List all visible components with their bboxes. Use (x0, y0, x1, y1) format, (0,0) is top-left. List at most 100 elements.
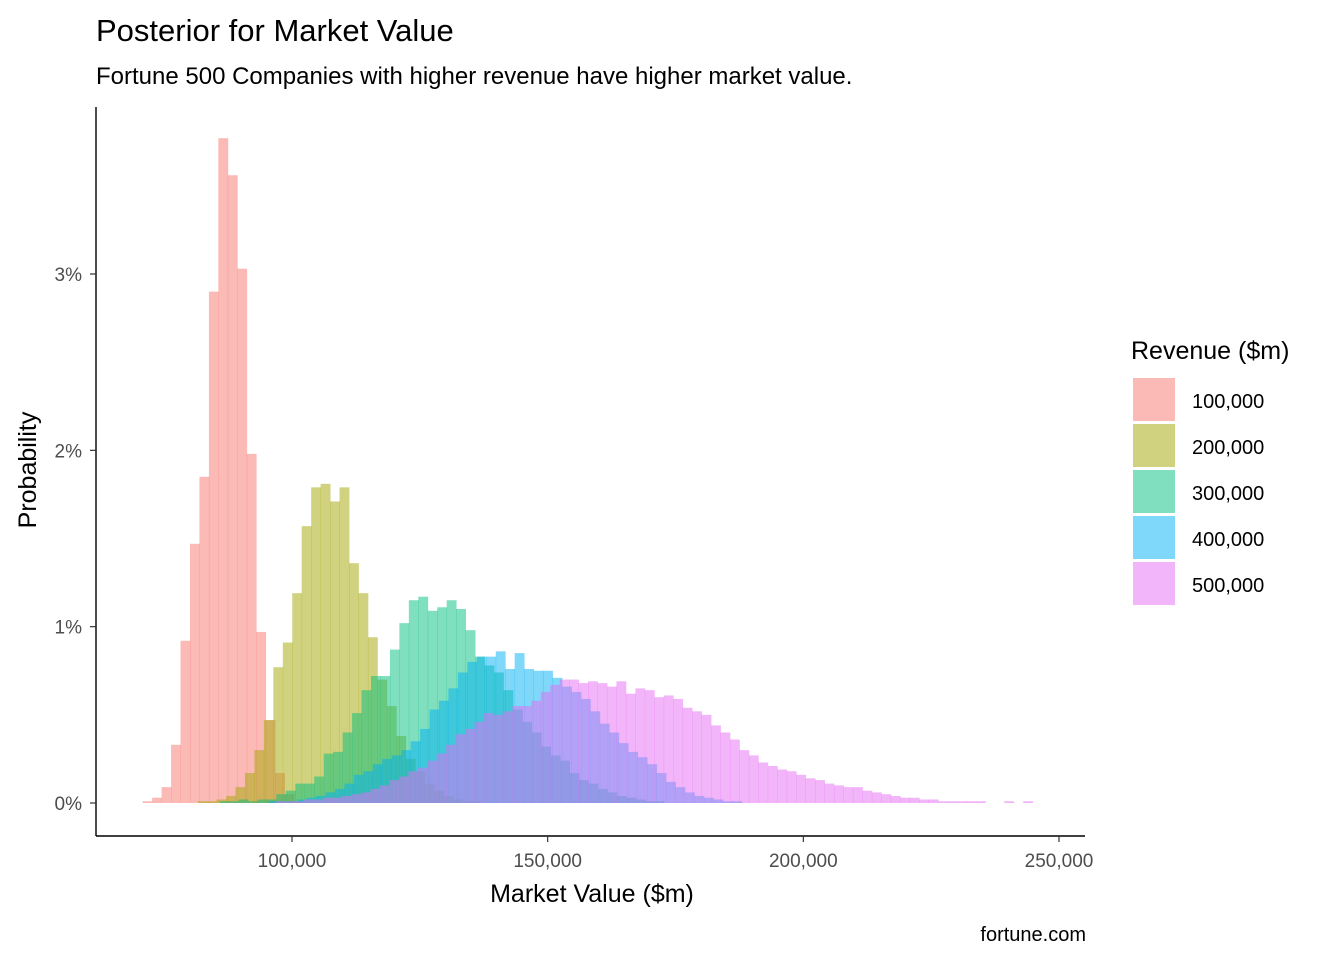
histogram-bar (389, 649, 400, 803)
histogram-bar (323, 797, 334, 803)
histogram-bar (1023, 801, 1034, 803)
histogram-bar (226, 795, 236, 803)
histogram-bar (616, 681, 627, 803)
histogram-bar (199, 476, 210, 803)
histogram-bar (352, 713, 362, 803)
histogram-bar (493, 714, 504, 803)
histogram-bar (229, 801, 239, 803)
histogram-bar (325, 792, 336, 803)
histogram-bar (597, 683, 608, 803)
histogram-bar (956, 801, 967, 803)
histogram-bar (361, 690, 372, 803)
histogram-bar (246, 453, 257, 803)
histogram-bar (975, 801, 986, 803)
histogram-bar (238, 799, 249, 803)
histogram-bar (635, 688, 646, 803)
histogram-bar (429, 709, 440, 803)
y-tick-label: 0% (55, 794, 83, 815)
histogram-bar (815, 780, 825, 803)
histogram-bar (947, 801, 958, 803)
caption: fortune.com (980, 924, 1086, 946)
histogram-bar (380, 676, 391, 803)
histogram-bar (304, 783, 315, 803)
histogram-bar (297, 799, 307, 803)
x-axis-ticks: 100,000 150,000 200,000 250,000 (258, 836, 1093, 872)
histogram-bar (282, 642, 293, 803)
legend-key-label: 400,000 (1192, 529, 1264, 551)
histogram-bar (389, 780, 400, 803)
histogram-bar (353, 774, 364, 803)
histogram-bar (663, 695, 674, 803)
histogram-bar (777, 769, 788, 803)
histogram-bar (382, 758, 393, 803)
legend-key-label: 500,000 (1192, 575, 1264, 597)
histogram-bar (673, 698, 684, 803)
histogram-bar (417, 767, 428, 803)
histogram-bar (142, 801, 153, 803)
histogram-bar (257, 799, 268, 803)
histogram-bar (559, 679, 570, 803)
histogram-bar (928, 799, 939, 803)
histogram-bar (862, 790, 873, 803)
histogram-bar (372, 764, 383, 803)
histogram-bar (758, 762, 769, 803)
histogram-bar (408, 600, 419, 803)
legend-key-swatch (1133, 470, 1175, 513)
histogram-bar (446, 744, 457, 803)
histogram-bar (465, 728, 475, 803)
histogram-bar (311, 487, 322, 803)
y-tick-label: 1% (55, 618, 83, 639)
histogram-bar (330, 501, 340, 803)
histogram-bar (379, 785, 390, 803)
histogram-bar (292, 593, 303, 803)
histogram-bar (161, 787, 172, 803)
histogram-bar (218, 138, 229, 804)
histogram-bar (339, 487, 350, 803)
legend-key-label: 100,000 (1192, 391, 1264, 413)
histogram-bar (216, 799, 227, 803)
series-500000-bars (275, 679, 1034, 803)
legend-key-swatch (1133, 424, 1175, 467)
histogram-bar (427, 610, 438, 803)
histogram-bar (285, 790, 296, 803)
histogram-bar (235, 787, 246, 803)
histogram-bar (455, 734, 466, 803)
histogram-bar (237, 268, 248, 804)
histogram-bar (301, 526, 312, 803)
histogram-bar (796, 774, 807, 803)
histogram-bar (275, 801, 286, 803)
histogram-bar (474, 721, 485, 803)
histogram-bar (512, 706, 523, 803)
histogram-bar (266, 799, 277, 803)
histogram-bar (295, 783, 306, 803)
histogram-bar (711, 725, 721, 803)
histogram-bar (682, 707, 693, 803)
histogram-bar (531, 700, 542, 803)
histogram-bar (171, 744, 181, 803)
histogram-bar (320, 483, 331, 803)
histogram-bar (273, 667, 284, 803)
legend-key-label: 300,000 (1192, 483, 1264, 505)
histogram-bar (692, 711, 702, 803)
histogram-bar (332, 797, 343, 803)
histogram-bar (739, 750, 750, 803)
histogram-bar (248, 801, 258, 803)
histogram-bar (919, 799, 930, 803)
histogram-bar (180, 640, 191, 803)
histogram-bar (852, 787, 863, 803)
histogram-bar (720, 732, 731, 803)
histogram-bar (323, 753, 334, 803)
histogram-bar (786, 771, 797, 803)
histogram-bar (578, 683, 589, 803)
x-tick-label: 200,000 (769, 851, 838, 872)
histogram-bar (227, 175, 238, 803)
histogram-bar (439, 700, 449, 803)
histogram-bar (701, 714, 712, 803)
histogram-bar (550, 684, 561, 803)
x-tick-label: 150,000 (513, 851, 582, 872)
histogram-bar (276, 794, 287, 803)
y-axis-ticks: 0% 1% 2% 3% (55, 265, 96, 815)
histogram-bar (363, 771, 374, 803)
histogram-bar (342, 732, 353, 803)
histogram-bar (729, 739, 740, 803)
